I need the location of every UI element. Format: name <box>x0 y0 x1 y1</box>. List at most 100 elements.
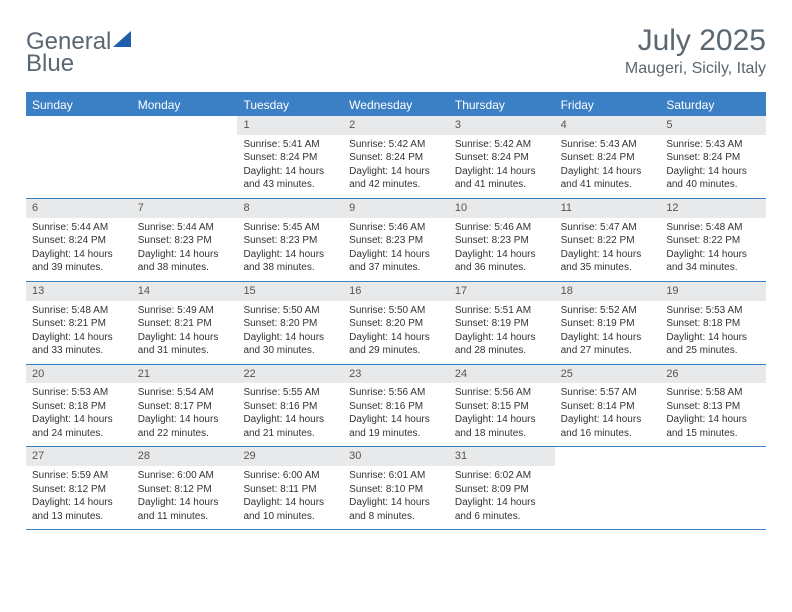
day-body: Sunrise: 5:46 AMSunset: 8:23 PMDaylight:… <box>343 218 449 281</box>
calendar-body: 1Sunrise: 5:41 AMSunset: 8:24 PMDaylight… <box>26 116 766 530</box>
day-body: Sunrise: 6:00 AMSunset: 8:12 PMDaylight:… <box>132 466 238 529</box>
day-cell: 29Sunrise: 6:00 AMSunset: 8:11 PMDayligh… <box>237 447 343 529</box>
day-cell: 8Sunrise: 5:45 AMSunset: 8:23 PMDaylight… <box>237 199 343 281</box>
day-cell <box>555 447 661 529</box>
day-cell: 7Sunrise: 5:44 AMSunset: 8:23 PMDaylight… <box>132 199 238 281</box>
sunrise-text: Sunrise: 5:44 AM <box>32 221 126 235</box>
daylight-line1: Daylight: 14 hours <box>349 248 443 262</box>
daylight-line2: and 34 minutes. <box>666 261 760 275</box>
day-number: 5 <box>660 116 766 135</box>
daylight-line1: Daylight: 14 hours <box>561 331 655 345</box>
day-cell: 19Sunrise: 5:53 AMSunset: 8:18 PMDayligh… <box>660 282 766 364</box>
weekday-header: Wednesday <box>343 94 449 116</box>
sunrise-text: Sunrise: 5:56 AM <box>455 386 549 400</box>
daylight-line2: and 31 minutes. <box>138 344 232 358</box>
day-number: 20 <box>26 365 132 384</box>
day-number: 8 <box>237 199 343 218</box>
sunset-text: Sunset: 8:18 PM <box>32 400 126 414</box>
day-number: 17 <box>449 282 555 301</box>
daylight-line2: and 38 minutes. <box>243 261 337 275</box>
sunrise-text: Sunrise: 6:02 AM <box>455 469 549 483</box>
day-cell: 13Sunrise: 5:48 AMSunset: 8:21 PMDayligh… <box>26 282 132 364</box>
daylight-line1: Daylight: 14 hours <box>349 496 443 510</box>
week-row: 27Sunrise: 5:59 AMSunset: 8:12 PMDayligh… <box>26 447 766 530</box>
header: General July 2025 Maugeri, Sicily, Italy <box>26 24 766 78</box>
day-number: 4 <box>555 116 661 135</box>
daylight-line2: and 21 minutes. <box>243 427 337 441</box>
sunset-text: Sunset: 8:14 PM <box>561 400 655 414</box>
sunset-text: Sunset: 8:11 PM <box>243 483 337 497</box>
sunrise-text: Sunrise: 5:50 AM <box>349 304 443 318</box>
day-number: 11 <box>555 199 661 218</box>
day-body: Sunrise: 5:42 AMSunset: 8:24 PMDaylight:… <box>343 135 449 198</box>
day-body: Sunrise: 5:48 AMSunset: 8:22 PMDaylight:… <box>660 218 766 281</box>
day-cell: 24Sunrise: 5:56 AMSunset: 8:15 PMDayligh… <box>449 365 555 447</box>
sunrise-text: Sunrise: 5:58 AM <box>666 386 760 400</box>
sunset-text: Sunset: 8:24 PM <box>349 151 443 165</box>
weekday-header: Sunday <box>26 94 132 116</box>
daylight-line2: and 38 minutes. <box>138 261 232 275</box>
day-body: Sunrise: 5:44 AMSunset: 8:23 PMDaylight:… <box>132 218 238 281</box>
sunrise-text: Sunrise: 5:53 AM <box>32 386 126 400</box>
day-body: Sunrise: 5:57 AMSunset: 8:14 PMDaylight:… <box>555 383 661 446</box>
sunset-text: Sunset: 8:10 PM <box>349 483 443 497</box>
sunrise-text: Sunrise: 5:51 AM <box>455 304 549 318</box>
weekday-header: Thursday <box>449 94 555 116</box>
sunset-text: Sunset: 8:24 PM <box>243 151 337 165</box>
day-cell: 4Sunrise: 5:43 AMSunset: 8:24 PMDaylight… <box>555 116 661 198</box>
day-cell: 23Sunrise: 5:56 AMSunset: 8:16 PMDayligh… <box>343 365 449 447</box>
daylight-line2: and 42 minutes. <box>349 178 443 192</box>
day-number: 10 <box>449 199 555 218</box>
sunset-text: Sunset: 8:23 PM <box>349 234 443 248</box>
daylight-line2: and 25 minutes. <box>666 344 760 358</box>
sunrise-text: Sunrise: 5:55 AM <box>243 386 337 400</box>
day-body: Sunrise: 5:49 AMSunset: 8:21 PMDaylight:… <box>132 301 238 364</box>
day-body: Sunrise: 5:43 AMSunset: 8:24 PMDaylight:… <box>555 135 661 198</box>
day-body: Sunrise: 6:02 AMSunset: 8:09 PMDaylight:… <box>449 466 555 529</box>
day-number: 31 <box>449 447 555 466</box>
daylight-line1: Daylight: 14 hours <box>455 248 549 262</box>
day-number: 23 <box>343 365 449 384</box>
weekday-header: Friday <box>555 94 661 116</box>
day-cell: 10Sunrise: 5:46 AMSunset: 8:23 PMDayligh… <box>449 199 555 281</box>
sunrise-text: Sunrise: 5:54 AM <box>138 386 232 400</box>
sunrise-text: Sunrise: 5:45 AM <box>243 221 337 235</box>
daylight-line1: Daylight: 14 hours <box>32 413 126 427</box>
daylight-line1: Daylight: 14 hours <box>666 413 760 427</box>
sunset-text: Sunset: 8:24 PM <box>455 151 549 165</box>
sunrise-text: Sunrise: 5:48 AM <box>666 221 760 235</box>
sunrise-text: Sunrise: 6:00 AM <box>138 469 232 483</box>
weekday-header: Tuesday <box>237 94 343 116</box>
sunrise-text: Sunrise: 5:52 AM <box>561 304 655 318</box>
day-cell <box>26 116 132 198</box>
day-body: Sunrise: 5:54 AMSunset: 8:17 PMDaylight:… <box>132 383 238 446</box>
daylight-line1: Daylight: 14 hours <box>32 331 126 345</box>
sunset-text: Sunset: 8:20 PM <box>349 317 443 331</box>
day-number: 12 <box>660 199 766 218</box>
logo-text-b: Blue <box>26 50 74 78</box>
daylight-line2: and 16 minutes. <box>561 427 655 441</box>
daylight-line2: and 36 minutes. <box>455 261 549 275</box>
sunset-text: Sunset: 8:23 PM <box>138 234 232 248</box>
daylight-line1: Daylight: 14 hours <box>349 165 443 179</box>
day-cell: 17Sunrise: 5:51 AMSunset: 8:19 PMDayligh… <box>449 282 555 364</box>
daylight-line1: Daylight: 14 hours <box>561 248 655 262</box>
day-number: 1 <box>237 116 343 135</box>
daylight-line2: and 19 minutes. <box>349 427 443 441</box>
sunset-text: Sunset: 8:17 PM <box>138 400 232 414</box>
daylight-line1: Daylight: 14 hours <box>349 331 443 345</box>
day-body: Sunrise: 5:48 AMSunset: 8:21 PMDaylight:… <box>26 301 132 364</box>
daylight-line2: and 35 minutes. <box>561 261 655 275</box>
daylight-line1: Daylight: 14 hours <box>243 248 337 262</box>
sunset-text: Sunset: 8:22 PM <box>666 234 760 248</box>
daylight-line2: and 11 minutes. <box>138 510 232 524</box>
day-body: Sunrise: 5:51 AMSunset: 8:19 PMDaylight:… <box>449 301 555 364</box>
day-body: Sunrise: 5:43 AMSunset: 8:24 PMDaylight:… <box>660 135 766 198</box>
daylight-line1: Daylight: 14 hours <box>32 496 126 510</box>
sunrise-text: Sunrise: 5:56 AM <box>349 386 443 400</box>
daylight-line2: and 28 minutes. <box>455 344 549 358</box>
day-number: 30 <box>343 447 449 466</box>
daylight-line1: Daylight: 14 hours <box>666 165 760 179</box>
day-body: Sunrise: 6:00 AMSunset: 8:11 PMDaylight:… <box>237 466 343 529</box>
day-cell: 18Sunrise: 5:52 AMSunset: 8:19 PMDayligh… <box>555 282 661 364</box>
